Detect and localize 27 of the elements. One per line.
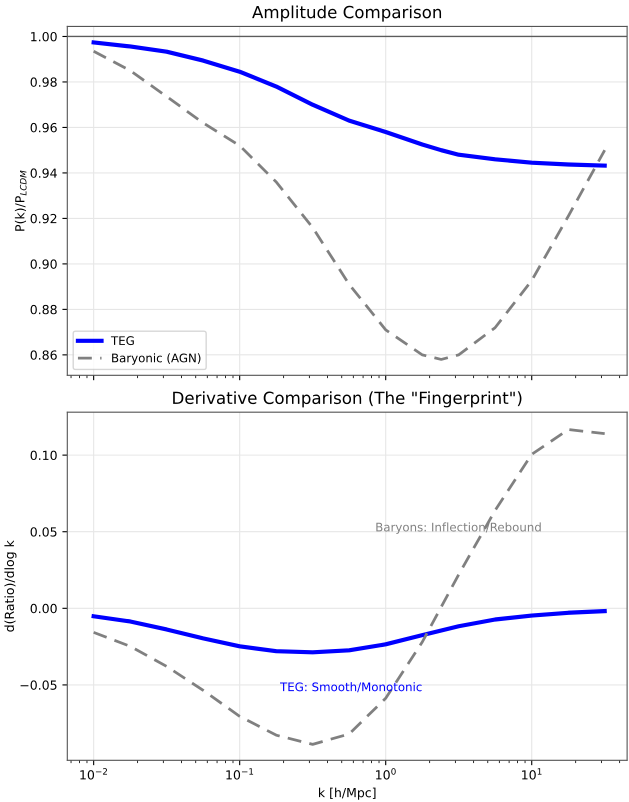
x-tick-label: 10$^{1}$	[522, 768, 542, 780]
y-tick-label: 0.96	[30, 122, 57, 132]
chart-title: Amplitude Comparison	[252, 5, 442, 22]
x-tick-label: 10$^{0}$	[376, 768, 396, 780]
y-tick-label: 0.88	[30, 304, 57, 314]
x-axis-title: k [h/Mpc]	[318, 788, 376, 800]
y-tick-label: 0.86	[30, 350, 57, 360]
y-tick-label: 0.90	[30, 259, 57, 269]
y-tick-label: 0.98	[30, 77, 57, 87]
line-series	[92, 428, 606, 746]
y-axis-title: d(Ratio)/dlog k	[4, 540, 16, 632]
y-tick-label: 1.00	[31, 32, 57, 42]
chart-title: Derivative Comparison (The "Fingerprint")	[173, 391, 522, 408]
legend-label: TEG	[110, 336, 134, 346]
y-tick-label: 0.94	[30, 168, 57, 178]
y-tick-label: 0.05	[30, 527, 56, 537]
y-axis-title: P(k)/P$_{LCDM}$	[14, 170, 27, 231]
annotation: Baryons: Inflection/Rebound	[376, 522, 541, 534]
y-tick-label: −0.05	[20, 680, 56, 690]
y-tick-label: 0.10	[30, 450, 57, 460]
legend-label: Baryonic (AGN)	[112, 353, 200, 365]
y-tick-label: 0.92	[30, 214, 56, 224]
annotation: TEG: Smooth/Monotonic	[280, 682, 422, 692]
y-tick-label: 0.00	[30, 604, 57, 614]
line-series	[92, 608, 607, 654]
x-tick-label: 10$^{−1}$	[226, 768, 254, 780]
x-tick-label: 10$^{−2}$	[80, 768, 108, 780]
